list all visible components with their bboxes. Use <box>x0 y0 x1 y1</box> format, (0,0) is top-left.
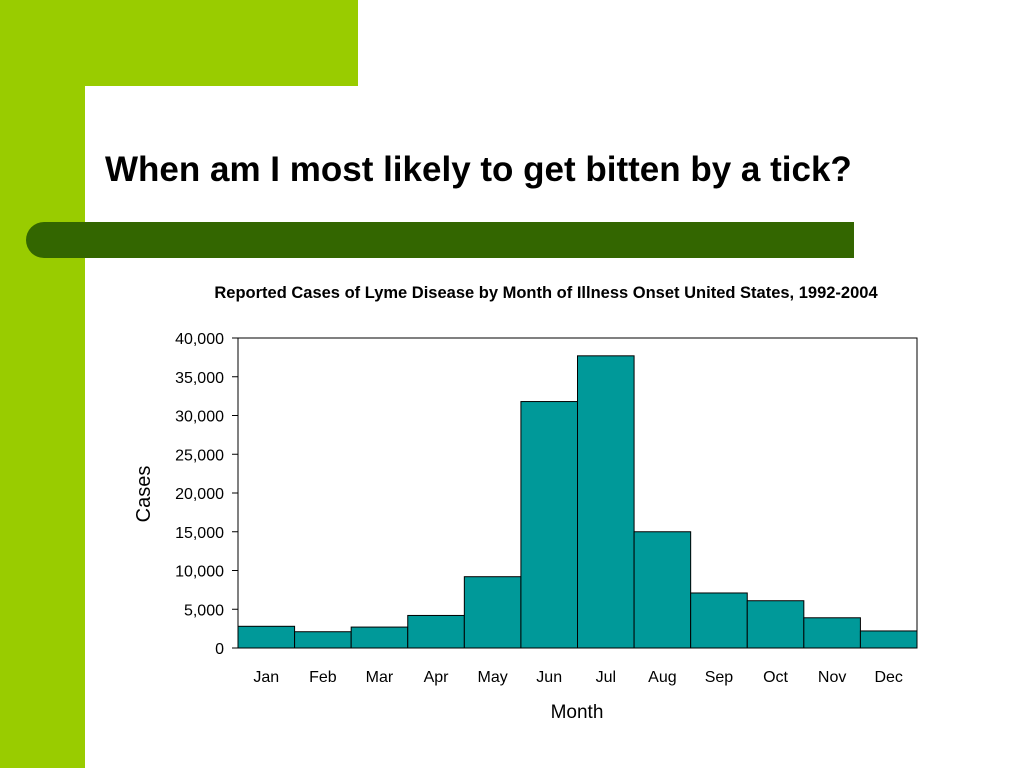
x-tick-label: Feb <box>309 669 337 686</box>
bar-sep <box>690 592 748 649</box>
y-tick-label: 25,000 <box>175 447 224 464</box>
y-tick-label: 20,000 <box>175 486 224 503</box>
bar-feb <box>294 631 352 649</box>
bar-jul <box>577 355 635 649</box>
x-tick-label: Jul <box>596 669 616 686</box>
bar-mar <box>350 626 409 649</box>
y-tick-label: 15,000 <box>175 525 224 542</box>
y-tick-label: 10,000 <box>175 564 224 581</box>
x-tick-label: Sep <box>705 669 734 686</box>
bar-apr <box>407 614 465 649</box>
x-tick-label: Mar <box>366 669 394 686</box>
bar-oct <box>746 600 805 649</box>
x-tick-label: Aug <box>648 669 676 686</box>
chart-title: Reported Cases of Lyme Disease by Month … <box>214 284 878 302</box>
bar-nov <box>803 617 861 649</box>
bar-jan <box>237 625 296 649</box>
y-axis-label: Cases <box>133 466 155 523</box>
y-tick-label: 35,000 <box>175 370 224 387</box>
x-tick-label: Jun <box>536 669 562 686</box>
bar-aug <box>633 531 692 649</box>
slide-title: When am I most likely to get bitten by a… <box>105 150 852 189</box>
x-tick-label: Dec <box>874 669 902 686</box>
x-tick-label: Nov <box>818 669 846 686</box>
y-tick-label: 30,000 <box>175 409 224 426</box>
bar-may <box>463 576 522 649</box>
accent-top-block <box>0 0 358 86</box>
y-tick-label: 0 <box>215 641 224 658</box>
title-underline-bar <box>26 222 854 258</box>
x-tick-label: Oct <box>763 669 788 686</box>
y-tick-label: 5,000 <box>184 602 224 619</box>
bar-dec <box>859 630 918 649</box>
x-tick-label: May <box>478 669 508 686</box>
accent-side-band <box>0 0 85 768</box>
x-tick-label: Jan <box>253 669 279 686</box>
x-axis-label: Month <box>551 702 604 723</box>
x-tick-label: Apr <box>424 669 450 686</box>
bar-jun <box>520 401 579 649</box>
y-tick-label: 40,000 <box>175 331 224 348</box>
